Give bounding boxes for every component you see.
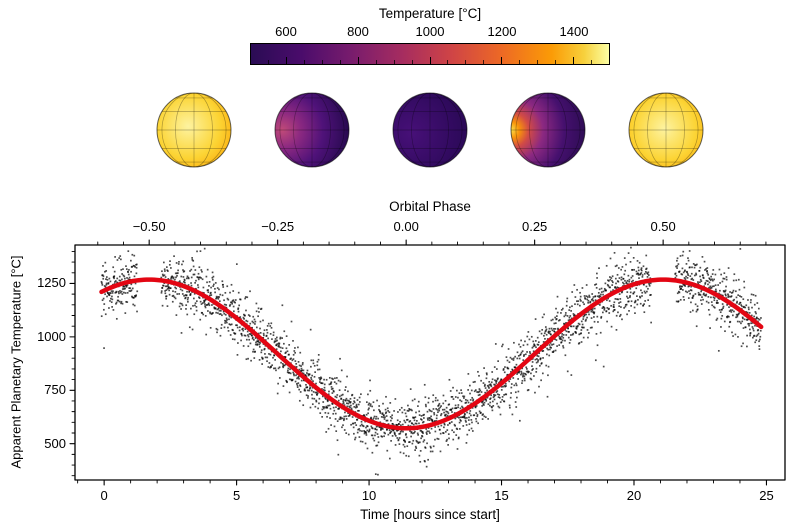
colorbar-tick-mark bbox=[286, 57, 288, 64]
time-axis-title: Time [hours since start] bbox=[360, 507, 500, 522]
colorbar-minor-tick-mark bbox=[322, 60, 324, 64]
colorbar-tick-label: 800 bbox=[347, 24, 369, 39]
planet-sphere-dayside-phase-minus-0.50 bbox=[156, 92, 232, 168]
colorbar-tick-label: 600 bbox=[275, 24, 297, 39]
x-tick-label: 20 bbox=[626, 488, 642, 503]
phase-curve-chart: Orbital Phase Time [hours since start] A… bbox=[0, 195, 800, 530]
colorbar-minor-tick-mark bbox=[393, 60, 395, 64]
colorbar-tick-label: 1200 bbox=[487, 24, 517, 39]
planet-sphere-nightside-phase-0.00 bbox=[392, 92, 468, 168]
x-tick-label: 5 bbox=[232, 488, 241, 503]
y-tick-label: 1000 bbox=[37, 328, 66, 344]
x-tick-label: 10 bbox=[361, 488, 377, 503]
colorbar-minor-tick-mark bbox=[375, 60, 377, 64]
phase-tick-label: 0.00 bbox=[393, 219, 419, 234]
colorbar-title: Temperature [°C] bbox=[378, 6, 482, 21]
planet-phase-maps bbox=[60, 91, 800, 169]
planet-disk bbox=[156, 92, 232, 168]
planet-sphere-dayside-phase-plus-0.50 bbox=[628, 92, 704, 168]
colorbar-tick-mark bbox=[572, 57, 574, 64]
colorbar-tick-labels: 600 800 1000 1200 1400 bbox=[250, 24, 610, 41]
graticule-lines bbox=[511, 93, 585, 167]
planet-disk bbox=[274, 92, 350, 168]
plot-canvas bbox=[0, 195, 800, 530]
orbital-phase-axis-title: Orbital Phase bbox=[389, 199, 471, 214]
graticule-lines bbox=[393, 93, 467, 167]
phase-tick-label: −0.50 bbox=[132, 219, 166, 234]
colorbar-minor-tick-mark bbox=[536, 60, 538, 64]
colorbar-minor-tick-mark bbox=[554, 60, 556, 64]
planet-sphere-morning-phase-plus-0.25 bbox=[510, 92, 586, 168]
colorbar-tick-mark bbox=[501, 57, 503, 64]
x-tick-label: 0 bbox=[100, 488, 108, 503]
colorbar-gradient-bar bbox=[250, 43, 610, 65]
colorbar-minor-tick-mark bbox=[465, 60, 467, 64]
graticule-lines bbox=[275, 93, 349, 167]
graticule-lines bbox=[629, 93, 703, 167]
phase-tick-label: 0.50 bbox=[650, 219, 676, 234]
colorbar-minor-tick-mark bbox=[590, 60, 592, 64]
top-block: Temperature [°C] 600 800 1000 1200 1400 bbox=[0, 6, 800, 169]
colorbar-block: Temperature [°C] 600 800 1000 1200 1400 bbox=[250, 6, 610, 65]
x-tick-label: 15 bbox=[494, 488, 509, 503]
colorbar-tick-label: 1000 bbox=[415, 24, 445, 39]
colorbar-minor-tick-mark bbox=[447, 60, 449, 64]
planet-disk bbox=[628, 92, 704, 168]
colorbar-minor-tick-mark bbox=[304, 60, 306, 64]
graticule-lines bbox=[157, 93, 231, 167]
y-tick-label: 1250 bbox=[37, 275, 66, 291]
colorbar-minor-tick-mark bbox=[519, 60, 520, 64]
y-tick-label: 750 bbox=[44, 382, 66, 398]
colorbar-tick-label: 1400 bbox=[559, 24, 589, 39]
temperature-axis-title: Apparent Planetary Temperature [°C] bbox=[8, 255, 24, 469]
planet-sphere-evening-phase-minus-0.25 bbox=[274, 92, 350, 168]
y-tick-label: 500 bbox=[44, 435, 66, 451]
phase-tick-label: 0.25 bbox=[521, 219, 548, 234]
colorbar-minor-tick-mark bbox=[268, 60, 270, 64]
colorbar-minor-tick-mark bbox=[340, 60, 341, 64]
colorbar-minor-tick-mark bbox=[411, 60, 413, 64]
planet-disk bbox=[510, 92, 586, 168]
colorbar-tick-mark bbox=[357, 57, 359, 64]
planet-disk bbox=[392, 92, 468, 168]
phase-tick-label: −0.25 bbox=[261, 219, 295, 234]
colorbar-tick-mark bbox=[429, 57, 431, 64]
x-tick-label: 25 bbox=[759, 488, 774, 503]
colorbar-minor-tick-mark bbox=[483, 60, 485, 64]
